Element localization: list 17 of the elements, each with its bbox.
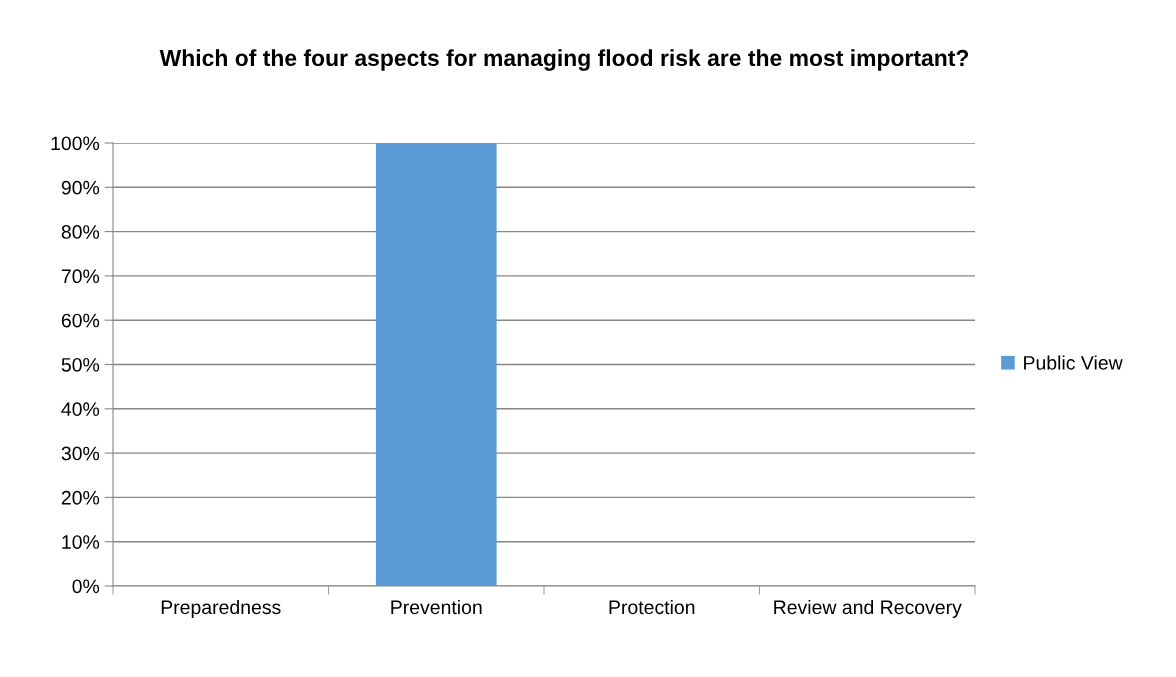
legend-label: Public View xyxy=(1024,355,1123,370)
chart-title: Which of the four aspects for managing flood risk are the most important? xyxy=(159,49,969,71)
x-tick-label: Preparedness xyxy=(161,599,281,619)
x-tick-label: Protection xyxy=(609,599,695,615)
y-tick-label: 30% xyxy=(61,446,100,461)
x-tick-label: Prevention xyxy=(391,599,482,615)
x-tick-label: Review and Recovery xyxy=(774,599,962,619)
y-tick-label: 50% xyxy=(61,357,100,372)
y-tick-label: 100% xyxy=(51,136,100,151)
y-tick-label: 60% xyxy=(61,313,100,328)
y-tick-label: 0% xyxy=(72,579,100,594)
y-tick-label: 10% xyxy=(62,535,100,549)
y-tick-label: 90% xyxy=(61,180,100,195)
y-tick-label: 20% xyxy=(61,490,100,505)
y-tick-label: 40% xyxy=(61,402,100,417)
y-tick-label: 70% xyxy=(61,269,100,284)
y-tick-label: 80% xyxy=(61,225,100,239)
